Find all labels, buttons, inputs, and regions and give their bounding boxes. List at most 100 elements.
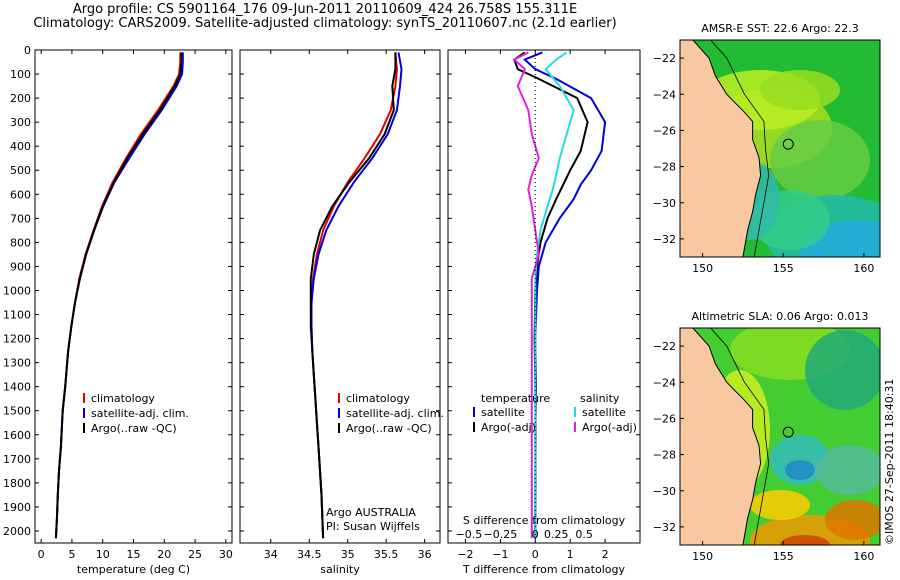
- legend-label: climatology: [346, 392, 410, 405]
- legend-label: Argo(-adj): [481, 421, 536, 434]
- xtick-label: 35: [341, 548, 355, 561]
- map-ytick-label: −32: [653, 233, 676, 246]
- salinity-frame: [239, 49, 441, 544]
- ytick-label: 200: [10, 92, 31, 105]
- legend-label: satellite-adj. clim.: [346, 407, 444, 420]
- map-ytick-label: −28: [653, 161, 676, 174]
- ytick-label: 800: [10, 236, 31, 249]
- map-ytick-label: −26: [653, 124, 676, 137]
- map-ytick-label: −22: [653, 340, 676, 353]
- xtick-label: 15: [127, 548, 141, 561]
- ytick-label: 1700: [3, 453, 31, 466]
- xtick-label: 30: [219, 548, 233, 561]
- difference-panel: −2 −1 0 1 2 T difference from climatology temp…: [447, 49, 641, 576]
- temperature-panel: 0100200300400500600700800900100011001200…: [3, 44, 233, 576]
- difference-frame: [447, 49, 641, 544]
- s-tick-label: −0.5: [456, 528, 483, 541]
- legend-label: climatology: [91, 392, 155, 405]
- map-xtick-label: 155: [773, 262, 794, 275]
- figure-title-line2: Climatology: CARS2009. Satellite-adjuste…: [33, 16, 617, 31]
- figure-title-line1: Argo profile: CS 5901164_176 09-Jun-2011…: [72, 2, 578, 17]
- salinity-panel: 34 34.5 35 35.5 36 salinity climatology satelli…: [239, 49, 444, 576]
- salinity-xlabel: salinity: [320, 563, 360, 576]
- land-australia: [680, 328, 762, 545]
- ytick-label: 1500: [3, 405, 31, 418]
- xtick-label: 2: [602, 548, 609, 561]
- sla-map-panel: Altimetric SLA: 0.06 Argo: 0.013 150 155 16…: [653, 310, 881, 563]
- ytick-label: 1200: [3, 333, 31, 346]
- argo-position-marker: [782, 426, 794, 438]
- sst-map-panel: AMSR-E SST: 22.6 Argo: 22.3 150 155 160 −22 −…: [653, 22, 881, 275]
- xtick-label: 5: [68, 548, 75, 561]
- temperature-frame: [34, 49, 233, 544]
- shelf-contour: [710, 328, 770, 545]
- temperature-series-line: [54, 52, 183, 539]
- map-ytick-label: −24: [653, 376, 676, 389]
- map-xtick-label: 150: [692, 262, 713, 275]
- annotation-line: Argo AUSTRALIA: [326, 506, 416, 519]
- temperature-xlabel: temperature (deg C): [77, 563, 190, 576]
- xtick-label: 34.5: [297, 548, 322, 561]
- xtick-label: 35.5: [374, 548, 399, 561]
- salinity-series-line: [309, 52, 397, 539]
- legend-label: Argo(..raw -QC): [346, 422, 432, 435]
- ytick-label: 1800: [3, 477, 31, 490]
- sla-map-field: [680, 328, 880, 545]
- map-ytick-label: −28: [653, 449, 676, 462]
- s-tick-label: −0.25: [484, 528, 518, 541]
- xtick-label: 20: [157, 548, 171, 561]
- ytick-label: 300: [10, 116, 31, 129]
- map-xtick-label: 150: [692, 550, 713, 563]
- xtick-label: 10: [96, 548, 110, 561]
- legend-label: satellite: [582, 406, 626, 419]
- legend-title: salinity: [580, 392, 620, 405]
- sla-map-title: Altimetric SLA: 0.06 Argo: 0.013: [691, 310, 868, 323]
- ytick-label: 1600: [3, 429, 31, 442]
- argo-position-marker: [782, 138, 794, 150]
- sst-map-title: AMSR-E SST: 22.6 Argo: 22.3: [701, 22, 859, 35]
- map-ytick-label: −26: [653, 412, 676, 425]
- xtick-label: −1: [492, 548, 508, 561]
- xtick-label: −2: [457, 548, 473, 561]
- map-ytick-label: −32: [653, 521, 676, 534]
- map-xtick-label: 160: [853, 262, 874, 275]
- field-patch: [760, 70, 840, 110]
- xtick-label: 0: [532, 548, 539, 561]
- xtick-label: 36: [418, 548, 432, 561]
- ytick-label: 500: [10, 164, 31, 177]
- annotation-line: PI: Susan Wijffels: [326, 520, 420, 533]
- xtick-label: 1: [567, 548, 574, 561]
- map-xtick-label: 155: [773, 550, 794, 563]
- map-ytick-label: −24: [653, 88, 676, 101]
- difference-xlabel: T difference from climatology: [462, 563, 625, 576]
- s-tick-label: 0: [532, 528, 539, 541]
- field-patch: [805, 330, 880, 410]
- ytick-label: 400: [10, 140, 31, 153]
- field-patch: [750, 490, 810, 520]
- difference-series-line: [512, 51, 540, 539]
- legend-title: temperature: [481, 392, 550, 405]
- ytick-label: 0: [24, 44, 31, 57]
- field-patch: [815, 445, 880, 495]
- s-axis-label: S difference from climatology: [463, 514, 626, 527]
- legend-label: Argo(..raw -QC): [91, 422, 177, 435]
- ytick-label: 900: [10, 260, 31, 273]
- field-patch: [770, 120, 870, 200]
- ytick-label: 1400: [3, 381, 31, 394]
- s-tick-label: 0.25: [544, 528, 569, 541]
- land-australia: [680, 40, 762, 257]
- ytick-label: 1100: [3, 309, 31, 322]
- ytick-label: 1300: [3, 357, 31, 370]
- map-ytick-label: −30: [653, 197, 676, 210]
- ytick-label: 1900: [3, 501, 31, 514]
- field-patch: [785, 460, 815, 480]
- field-patch: [825, 500, 880, 540]
- sst-map-frame: [679, 39, 881, 258]
- ytick-label: 2000: [3, 525, 31, 538]
- ytick-label: 1000: [3, 284, 31, 297]
- map-ytick-label: −22: [653, 52, 676, 65]
- sla-map-frame: [679, 327, 881, 546]
- map-xtick-label: 160: [853, 550, 874, 563]
- shelf-contour: [710, 40, 770, 257]
